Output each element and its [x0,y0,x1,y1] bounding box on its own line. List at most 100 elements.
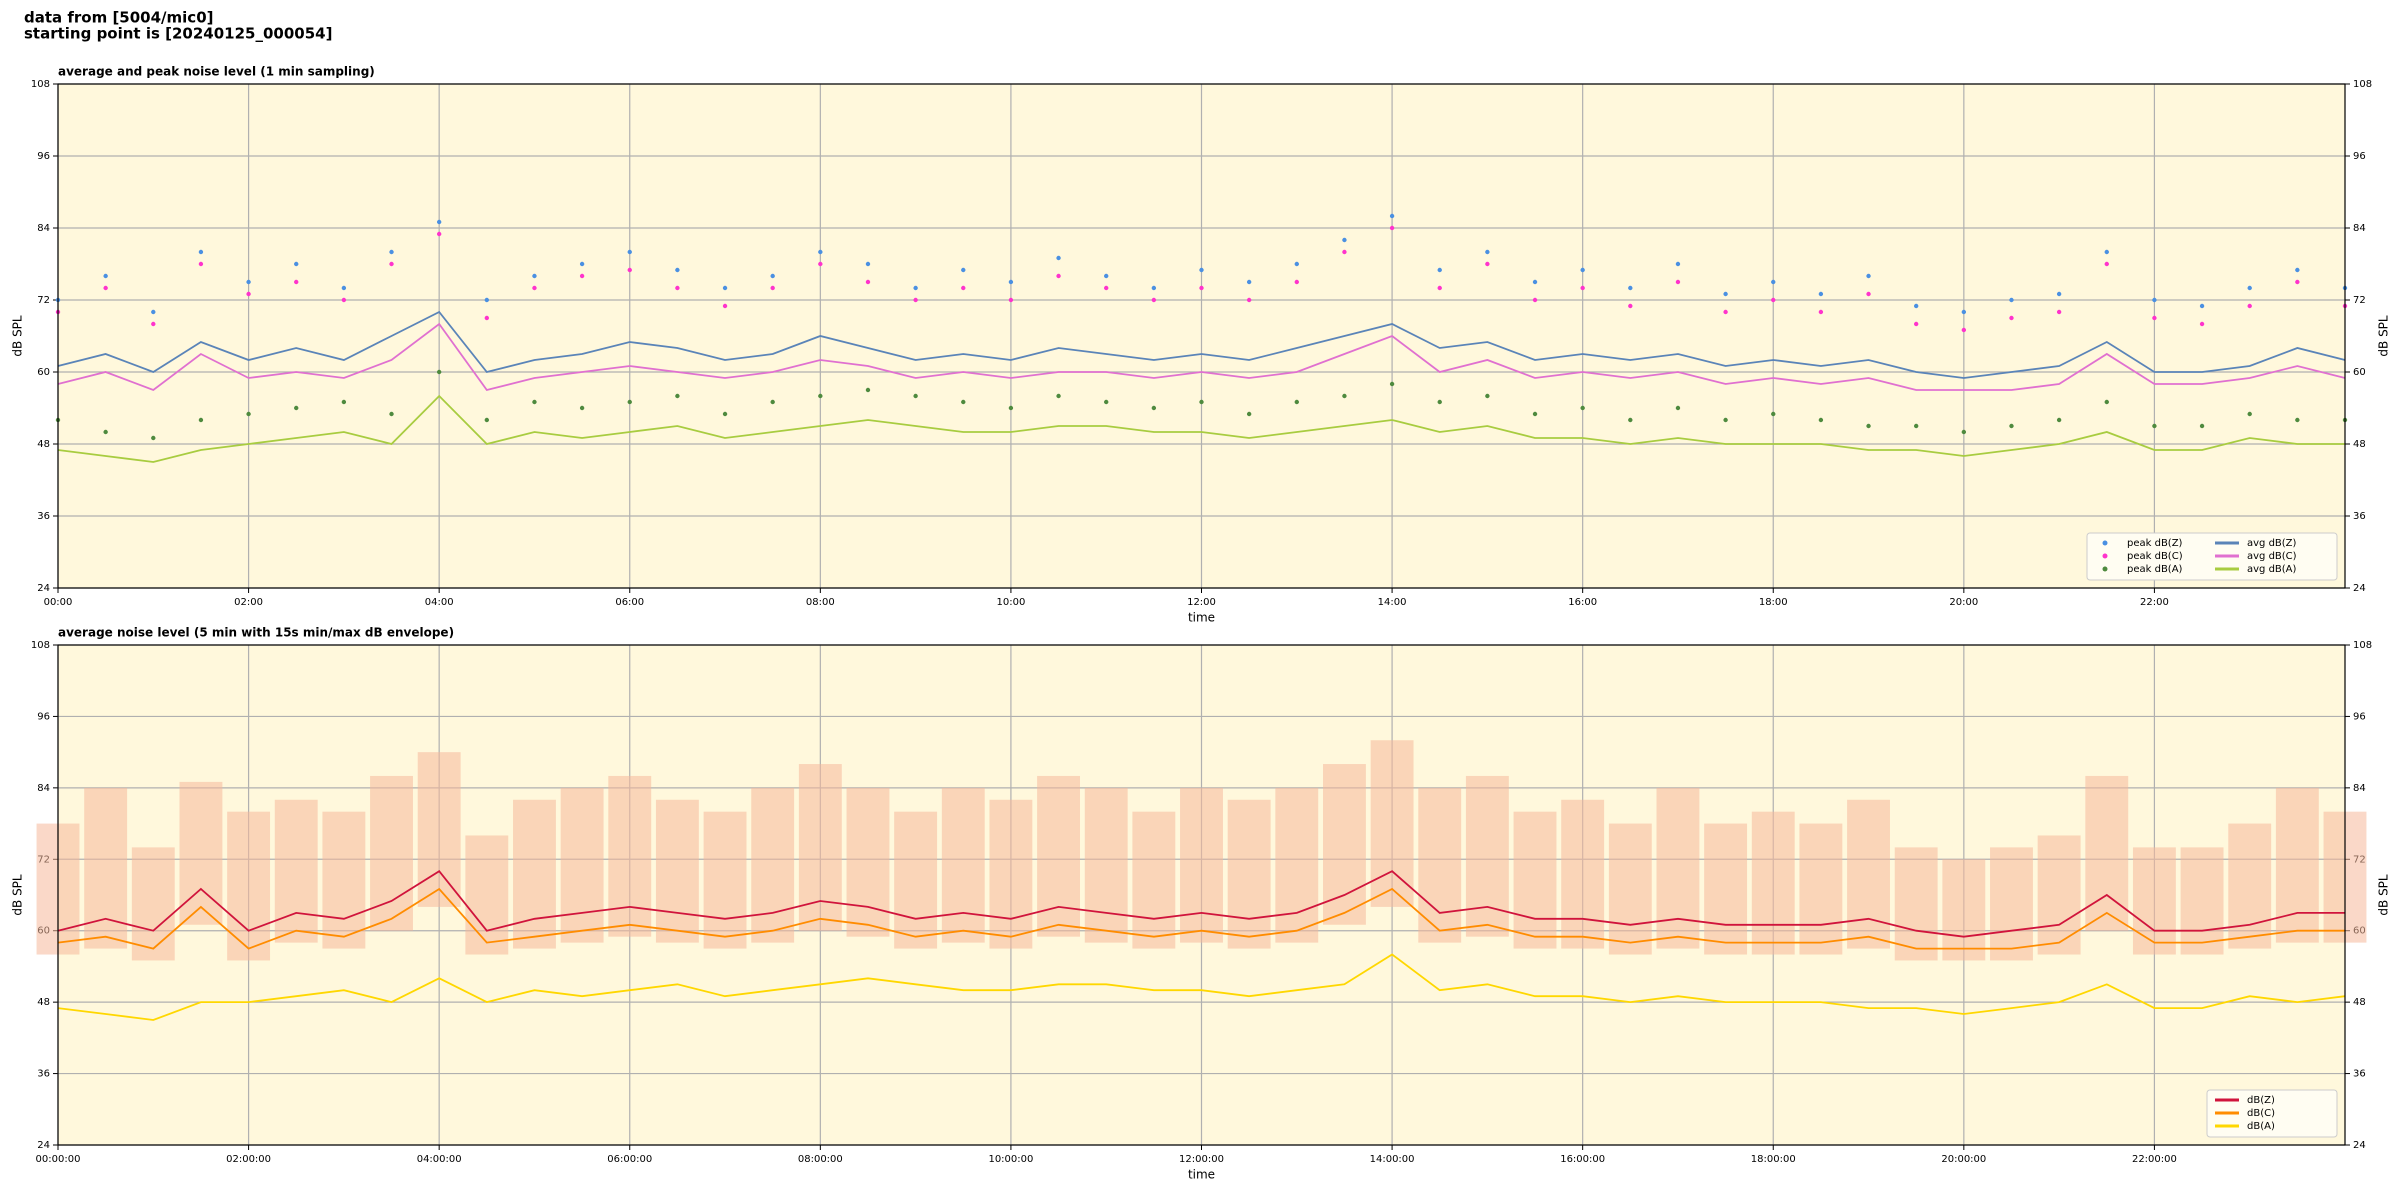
envelope-bar [2132,847,2176,955]
peak-point [1437,285,1442,291]
peak-point [1771,411,1776,417]
envelope-bar [989,799,1033,949]
peak-point [484,315,490,321]
envelope-bar [1370,740,1414,907]
envelope-bar [2085,775,2129,931]
y2-tick-label: 108 [2353,79,2372,90]
peak-point [1723,291,1728,297]
peak-point [198,261,204,267]
peak-point [1485,249,1490,255]
peak-point [1104,399,1109,405]
legend-label: avg dB(C) [2247,551,2297,562]
legend-label: dB(C) [2247,1108,2275,1119]
y2-tick-label: 96 [2353,151,2366,162]
envelope-bar [1084,787,1128,943]
peak-point [818,249,823,255]
peak-point [1342,393,1347,399]
x-tick-label: 04:00:00 [417,1154,462,1165]
series-line [57,310,2346,379]
peak-point [1199,267,1204,273]
peak-point [770,285,775,291]
peak-point [1485,393,1490,399]
legend-marker [2102,540,2108,546]
peak-point [2104,249,2109,255]
x-tick-label: 08:00 [806,597,835,608]
peak-point [436,219,442,225]
legend-box [2206,1089,2338,1138]
peak-point [1580,285,1585,291]
x-tick-label: 22:00 [2140,597,2169,608]
peak-point [1532,411,1538,417]
peak-point [2056,291,2062,297]
peak-point [389,249,394,255]
peak-point [1961,327,1967,333]
peak-point [1056,393,1061,399]
series-line [57,322,2346,392]
legend-label: dB(A) [2247,1121,2275,1132]
peak-point [1437,399,1442,405]
x-tick-label: 00:00:00 [36,1154,81,1165]
peak-point [1389,213,1395,219]
peak-point [532,399,537,405]
y-tick-label: 24 [37,583,50,594]
peak-point [1294,261,1299,267]
envelope-bar [370,775,413,931]
envelope-bar [1418,787,1462,943]
y-tick-label: 48 [37,439,50,450]
y2-axis-label: dB SPL [2377,315,2391,357]
y-tick-label: 72 [37,295,50,306]
peak-point [484,297,490,303]
envelope-bar [1322,764,1366,925]
peak-point [1961,309,1967,315]
peak-point [1580,405,1585,411]
envelope-bar [1656,787,1700,949]
peak-point [579,273,585,279]
x-tick-label: 12:00:00 [1179,1154,1224,1165]
peak-point [1866,273,1871,279]
peak-point [198,417,204,423]
envelope-bar [1037,775,1081,937]
peak-point [1294,399,1299,405]
peak-point [436,231,442,237]
peak-point [1913,303,1919,309]
peak-point [2152,423,2157,429]
peak-point [1437,267,1442,273]
envelope-bar [513,799,556,949]
x-axis-label: time [1188,1168,1215,1182]
peak-point [1294,279,1299,285]
y2-tick-label: 60 [2353,367,2366,378]
peak-point [865,387,871,393]
peak-point [2247,411,2252,417]
peak-point [246,279,251,285]
peak-point [1008,297,1014,303]
envelope-bar [131,847,175,961]
peak-point [2152,315,2157,321]
peak-point [1771,297,1776,303]
y2-tick-label: 48 [2353,997,2366,1008]
peak-point [2247,303,2252,309]
peak-point [1628,417,1633,423]
peak-point [2199,321,2205,327]
y-tick-label: 108 [31,79,50,90]
peak-point [865,261,871,267]
y-tick-label: 108 [31,640,50,651]
x-tick-label: 22:00:00 [2132,1154,2177,1165]
x-axis-label: time [1188,611,1215,625]
peak-point [1675,279,1681,285]
envelope-bar [274,799,318,943]
y-tick-label: 36 [37,511,50,522]
peak-point [1199,399,1204,405]
chart-title: average noise level (5 min with 15s min/… [58,626,454,640]
peak-point [913,393,918,399]
x-tick-label: 12:00 [1187,597,1216,608]
peak-point [341,297,347,303]
peak-point [294,261,299,267]
peak-point [1008,279,1014,285]
envelope-bar [1894,847,1938,961]
peak-point [1485,261,1490,267]
peak-point [246,411,251,417]
envelope-bar [2180,847,2224,955]
peak-point [151,321,156,327]
peak-point [1580,267,1585,273]
